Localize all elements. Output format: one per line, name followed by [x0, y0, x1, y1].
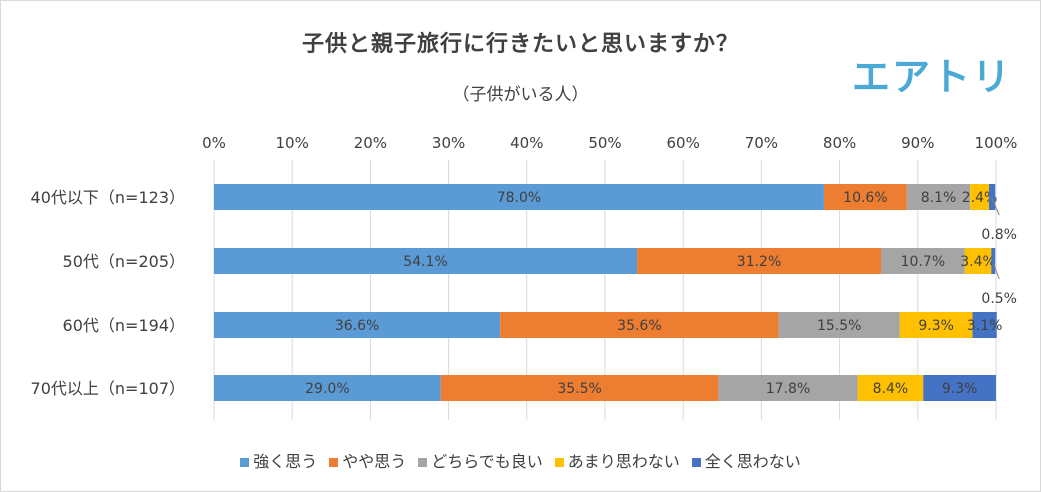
bar-segment [988, 184, 996, 210]
legend-label: あまり思わない [567, 452, 680, 471]
bar-segment [881, 248, 965, 274]
data-label: 10.6% [843, 190, 887, 206]
x-tick-label: 60% [667, 134, 700, 152]
data-label: 15.5% [817, 318, 861, 334]
data-label: 17.8% [766, 381, 810, 397]
legend-item: どちらでも良い [418, 448, 543, 472]
chart-legend: 強く思う やや思う どちらでも良い あまり思わない 全く思わない [0, 448, 1041, 472]
bar-segment [991, 248, 996, 274]
data-label: 9.3% [918, 318, 954, 334]
data-label: 8.4% [873, 381, 909, 397]
x-tick-label: 20% [354, 134, 387, 152]
bar-segment [972, 312, 997, 338]
x-tick-label: 70% [745, 134, 778, 152]
bar-segment [857, 375, 924, 401]
x-tick-label: 10% [276, 134, 309, 152]
data-label: 0.8% [981, 227, 1017, 243]
bar-segment [214, 375, 441, 401]
legend-swatch [329, 458, 339, 467]
y-category-label: 70代以上（n=107） [31, 379, 185, 398]
legend-swatch [418, 458, 428, 467]
legend-label: やや思う [342, 452, 407, 471]
data-label: 35.6% [617, 318, 661, 334]
bar-segment [923, 375, 996, 401]
x-tick-label: 50% [588, 134, 621, 152]
data-label: 36.6% [335, 318, 379, 334]
legend-swatch [691, 458, 701, 467]
data-label: 54.1% [403, 254, 447, 270]
bar-segment [214, 184, 824, 210]
bar-segment [906, 184, 971, 210]
brand-logo: エアトリ [852, 55, 1013, 99]
data-label: 2.4% [962, 190, 998, 206]
legend-swatch [240, 458, 250, 467]
x-tick-label: 90% [901, 134, 934, 152]
legend-item: やや思う [329, 448, 406, 472]
x-tick-label: 0% [202, 134, 226, 152]
legend-item: 全く思わない [691, 448, 801, 472]
chart-title: 子供と親子旅行に行きたいと思いますか？ [301, 32, 739, 57]
y-category-label: 60代（n=194） [63, 316, 185, 335]
bar-segment [823, 184, 907, 210]
data-label: 3.4% [960, 254, 996, 270]
data-label: 78.0% [497, 190, 541, 206]
bar-segment [214, 312, 501, 338]
data-label: 29.0% [305, 381, 349, 397]
leader-line [992, 262, 1000, 280]
x-tick-label: 80% [823, 134, 856, 152]
x-tick-label: 100% [975, 134, 1018, 152]
bar-segment [214, 248, 638, 274]
leader-line [991, 198, 1000, 216]
bar-segment [778, 312, 900, 338]
y-category-label: 50代（n=205） [63, 252, 185, 271]
data-label: 9.3% [942, 381, 978, 397]
legend-label: どちらでも良い [431, 452, 543, 471]
y-category-label: 40代以下（n=123） [31, 188, 185, 207]
bar-segment [637, 248, 882, 274]
bar-segment [440, 375, 719, 401]
legend-label: 強く思う [253, 452, 318, 471]
bar-segment [964, 248, 992, 274]
data-label: 31.2% [737, 254, 781, 270]
bar-segment [970, 184, 989, 210]
data-label: 0.5% [981, 291, 1017, 307]
bar-segment [718, 375, 858, 401]
bar-segment [899, 312, 973, 338]
legend-item: 強く思う [240, 448, 317, 472]
legend-swatch [554, 458, 564, 467]
x-tick-label: 40% [510, 134, 543, 152]
data-label: 8.1% [921, 190, 957, 206]
data-label: 3.1% [967, 318, 1003, 334]
data-label: 35.5% [557, 381, 601, 397]
legend-label: 全く思わない [704, 452, 801, 471]
bar-segment [500, 312, 779, 338]
x-tick-label: 30% [432, 134, 465, 152]
legend-item: あまり思わない [554, 448, 680, 472]
data-label: 10.7% [901, 254, 945, 270]
chart-subtitle: （子供がいる人） [452, 85, 589, 105]
